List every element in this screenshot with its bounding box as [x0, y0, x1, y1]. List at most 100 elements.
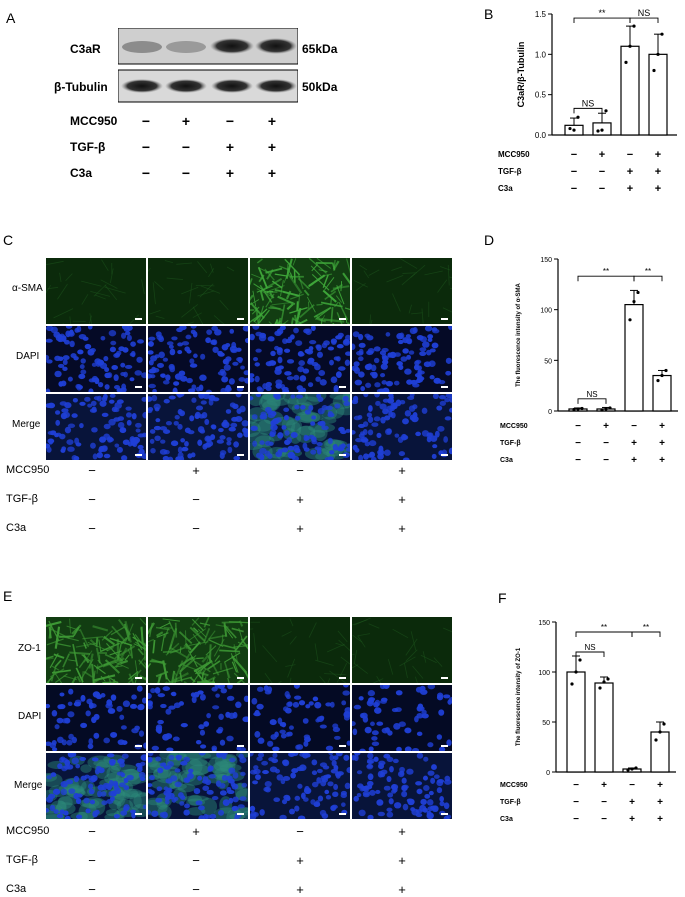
data-point	[660, 374, 663, 377]
treatment-sign: +	[395, 492, 409, 507]
micrograph-merge-green	[46, 753, 146, 819]
panel-label-a: A	[6, 10, 15, 26]
treatment-sign: +	[265, 139, 279, 155]
data-point	[596, 129, 599, 132]
data-point	[574, 670, 577, 673]
treatment-sign: −	[603, 455, 609, 466]
data-point	[608, 406, 611, 409]
data-point	[658, 730, 661, 733]
y-tick-label: 50	[542, 720, 550, 727]
micrograph-green-zo	[148, 617, 248, 683]
channel-label-dapi-e: DAPI	[18, 711, 41, 722]
bar	[567, 672, 585, 772]
data-point	[660, 33, 663, 36]
micrograph-merge	[352, 753, 452, 819]
scale-bar	[135, 454, 142, 456]
scale-bar	[237, 386, 244, 388]
significance-bracket	[634, 276, 662, 281]
treatment-sign: +	[265, 113, 279, 129]
row-label-tgf-: TGF-β	[500, 440, 521, 447]
band-tub-2	[165, 79, 207, 93]
data-point	[602, 680, 605, 683]
y-axis-title: C3aR/β-Tubulin	[516, 42, 526, 108]
treatment-sign: −	[575, 421, 581, 432]
data-point	[576, 116, 579, 119]
y-axis-title: The fluorescence intensity of ZO-1	[516, 647, 522, 746]
scale-bar	[237, 318, 244, 320]
bar	[595, 683, 613, 772]
micrograph-merge	[148, 394, 248, 460]
data-point	[572, 129, 575, 132]
treatment-sign: −	[139, 113, 153, 129]
micrograph-dimblue	[46, 685, 146, 751]
scale-bar	[339, 318, 346, 320]
treatment-sign: +	[179, 113, 193, 129]
significance-label: NS	[638, 8, 651, 18]
significance-bracket	[632, 632, 660, 637]
data-point	[576, 407, 579, 410]
treatment-sign: −	[179, 165, 193, 181]
treatment-sign: −	[85, 521, 99, 536]
data-point	[664, 369, 667, 372]
significance-bracket	[578, 399, 606, 404]
scale-bar	[441, 318, 448, 320]
treatment-sign: +	[603, 421, 609, 432]
data-point	[634, 766, 637, 769]
micrograph-merge-green	[250, 394, 350, 460]
significance-label: **	[601, 623, 607, 632]
treatment-sign: +	[655, 149, 661, 161]
y-tick-label: 100	[540, 308, 552, 315]
treatment-sign: −	[575, 455, 581, 466]
data-point	[654, 738, 657, 741]
data-point	[630, 767, 633, 770]
band-tub-3	[211, 79, 253, 93]
data-point	[570, 682, 573, 685]
scale-bar	[339, 454, 346, 456]
micrograph-merge	[250, 753, 350, 819]
channel-label-dapi-c: DAPI	[16, 351, 39, 362]
significance-label: NS	[586, 390, 597, 399]
micrograph-merge	[352, 394, 452, 460]
micrograph-dapi	[250, 326, 350, 392]
treatment-sign: −	[85, 824, 99, 839]
row-label-tgf-: TGF-β	[6, 493, 38, 505]
panel-label-e: E	[3, 588, 12, 604]
y-tick-label: 150	[538, 620, 550, 627]
scale-bar	[339, 386, 346, 388]
data-point	[606, 677, 609, 680]
scale-bar	[441, 813, 448, 815]
treatment-sign: −	[631, 421, 637, 432]
treatment-sign: −	[575, 438, 581, 449]
row-label-c3a: C3a	[498, 184, 513, 193]
data-point	[600, 408, 603, 411]
treatment-sign: +	[627, 183, 633, 195]
band-c3ar-4	[255, 38, 297, 54]
data-point	[568, 127, 571, 130]
channel-label-zo1: ZO-1	[18, 643, 41, 654]
data-point	[632, 300, 635, 303]
treatment-sign: +	[601, 780, 607, 791]
treatment-sign: +	[599, 149, 605, 161]
treatment-sign: +	[655, 166, 661, 178]
significance-bracket	[574, 108, 602, 113]
treatment-sign: +	[395, 463, 409, 478]
treatment-sign: −	[139, 139, 153, 155]
treatment-sign: −	[571, 166, 577, 178]
scale-bar	[441, 745, 448, 747]
scale-bar	[237, 745, 244, 747]
micrograph-dim	[46, 258, 146, 324]
treatment-sign: −	[627, 149, 633, 161]
band-c3ar-3	[210, 38, 254, 54]
micrograph-dimblue	[148, 685, 248, 751]
scale-bar	[339, 745, 346, 747]
data-point	[572, 408, 575, 411]
row-label-c3a: C3a	[6, 522, 26, 534]
row-label-mcc950: MCC950	[70, 114, 117, 128]
micrograph-green-strong	[250, 258, 350, 324]
kda-label-65: 65kDa	[302, 42, 337, 56]
treatment-sign: −	[85, 853, 99, 868]
bar	[625, 305, 643, 411]
treatment-sign: +	[293, 521, 307, 536]
treatment-sign: −	[599, 183, 605, 195]
